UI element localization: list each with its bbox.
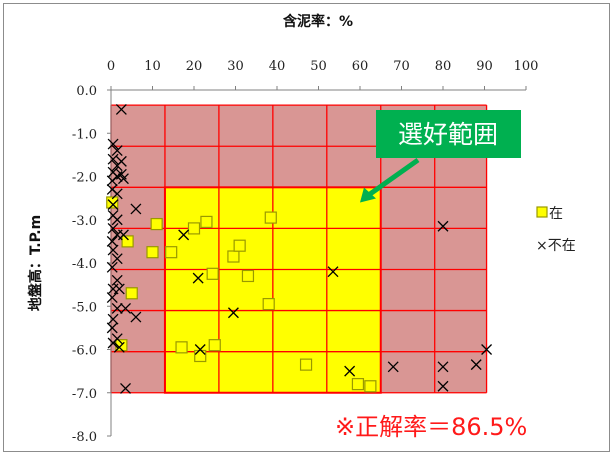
point-present-0 xyxy=(106,196,119,209)
x-tick-label-5: 50 xyxy=(310,59,327,74)
point-present-17 xyxy=(264,211,277,224)
point-absent-37 xyxy=(178,229,190,241)
x-tick-label-4: 40 xyxy=(269,59,286,74)
point-present-20 xyxy=(364,380,377,393)
x-tick-label-8: 80 xyxy=(435,59,452,74)
point-absent-30 xyxy=(107,313,119,325)
point-absent-26 xyxy=(113,283,125,295)
callout-arrow-shaft xyxy=(366,157,420,198)
point-absent-27 xyxy=(106,292,118,304)
point-absent-14 xyxy=(130,203,142,215)
x-tick-label-2: 20 xyxy=(186,59,203,74)
point-present-7 xyxy=(175,341,188,354)
point-absent-21 xyxy=(107,244,119,256)
y-tick-label-2: -2.0 xyxy=(72,171,97,186)
x-axis-title: 含泥率：% xyxy=(283,13,353,30)
callout-box xyxy=(376,110,521,158)
y-tick-label-8: -8.0 xyxy=(72,430,97,445)
x-tick-label-1: 10 xyxy=(144,59,161,74)
point-absent-48 xyxy=(481,344,493,355)
point-absent-32 xyxy=(106,322,118,334)
point-absent-23 xyxy=(106,261,118,273)
y-tick-label-6: -6.0 xyxy=(72,344,97,359)
point-absent-24 xyxy=(111,274,123,286)
y-tick-label-1: -1.0 xyxy=(72,127,97,142)
legend-swatch-present xyxy=(536,206,548,218)
point-absent-12 xyxy=(111,188,123,200)
point-absent-29 xyxy=(120,302,131,314)
point-absent-5 xyxy=(115,155,127,167)
y-tick-label-3: -3.0 xyxy=(72,214,97,229)
point-present-4 xyxy=(146,246,159,259)
legend-label-present: 在 xyxy=(549,206,563,222)
point-absent-42 xyxy=(344,365,356,377)
callout-label: 選好範囲 xyxy=(398,120,498,149)
point-present-9 xyxy=(194,349,207,363)
point-present-13 xyxy=(227,250,240,263)
point-absent-1 xyxy=(107,138,119,150)
point-present-8 xyxy=(187,222,201,235)
point-present-11 xyxy=(206,267,219,280)
point-absent-16 xyxy=(111,214,123,226)
point-absent-41 xyxy=(327,266,339,278)
point-absent-34 xyxy=(107,337,119,349)
x-tick-label-7: 70 xyxy=(393,59,410,74)
point-absent-20 xyxy=(106,235,118,247)
y-tick-label-4: -4.0 xyxy=(72,257,97,272)
callout-arrow-head xyxy=(360,187,376,203)
point-present-19 xyxy=(351,378,365,391)
point-absent-19 xyxy=(117,229,129,241)
point-present-10 xyxy=(200,215,213,229)
point-present-2 xyxy=(121,235,134,248)
chart-frame xyxy=(3,3,610,452)
point-absent-9 xyxy=(117,173,129,185)
y-tick-label-7: -7.0 xyxy=(72,387,97,402)
x-tick-label-9: 90 xyxy=(476,59,493,74)
point-present-14 xyxy=(233,239,246,252)
y-tick-label-0: 0.0 xyxy=(76,84,97,99)
point-absent-13 xyxy=(107,199,119,211)
y-tick-label-5: -5.0 xyxy=(72,300,97,315)
point-absent-17 xyxy=(107,222,119,234)
x-tick-label-6: 60 xyxy=(352,59,369,74)
point-present-16 xyxy=(262,297,275,311)
point-absent-38 xyxy=(192,272,204,284)
point-present-6 xyxy=(165,246,178,259)
y-axis-title: 地盤高：T.P.m xyxy=(27,215,44,311)
point-absent-10 xyxy=(106,175,118,187)
point-present-12 xyxy=(208,339,221,352)
legend-label-absent: ×不在 xyxy=(536,238,576,254)
point-present-3 xyxy=(125,287,138,300)
point-present-5 xyxy=(150,217,163,231)
point-absent-45 xyxy=(437,361,449,373)
point-absent-46 xyxy=(437,380,449,392)
point-absent-36 xyxy=(120,382,131,394)
x-tick-label-10: 100 xyxy=(514,59,539,74)
point-absent-2 xyxy=(111,145,123,157)
point-present-18 xyxy=(299,358,313,371)
x-tick-label-0: 0 xyxy=(107,59,115,74)
point-absent-39 xyxy=(194,344,206,355)
point-absent-47 xyxy=(470,359,482,371)
point-absent-28 xyxy=(111,302,123,314)
point-absent-0 xyxy=(115,104,127,115)
point-absent-3 xyxy=(107,153,119,165)
point-present-15 xyxy=(241,269,255,283)
point-absent-43 xyxy=(387,361,399,373)
point-absent-22 xyxy=(111,253,123,265)
point-absent-31 xyxy=(130,311,142,323)
point-absent-35 xyxy=(113,341,125,353)
point-absent-40 xyxy=(227,307,239,319)
point-absent-44 xyxy=(437,220,449,232)
preferred-range-border xyxy=(163,186,382,394)
x-tick-label-3: 30 xyxy=(227,59,244,74)
accuracy-note: ※正解率＝86.5% xyxy=(335,413,527,441)
